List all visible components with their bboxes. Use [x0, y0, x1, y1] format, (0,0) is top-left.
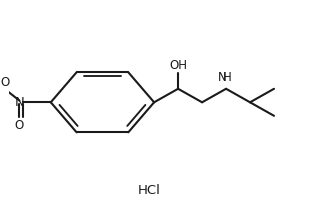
Text: O: O	[1, 76, 10, 89]
Text: OH: OH	[169, 59, 187, 72]
Text: N: N	[218, 71, 227, 83]
Text: HCl: HCl	[138, 184, 161, 197]
Text: O: O	[15, 119, 24, 132]
Text: H: H	[223, 71, 232, 83]
Text: N: N	[15, 96, 24, 109]
